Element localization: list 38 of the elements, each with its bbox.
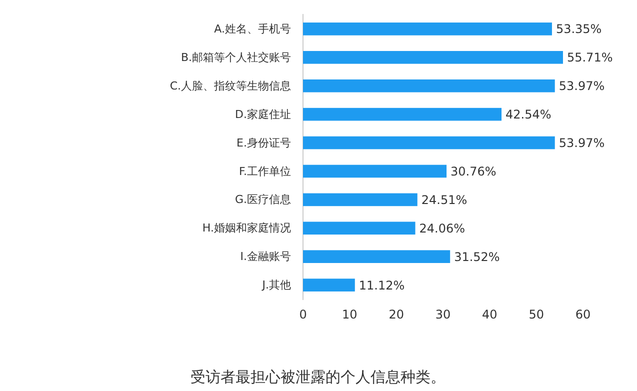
x-tick-label: 10 bbox=[342, 308, 358, 322]
bar bbox=[303, 164, 447, 178]
data-label: 53.35% bbox=[556, 22, 602, 36]
bar bbox=[303, 50, 563, 64]
y-tick-label: C.人脸、指纹等生物信息 bbox=[170, 79, 291, 92]
data-label: 53.97% bbox=[558, 136, 605, 150]
text: 受访者最担心被泄露的个人信息种类。 bbox=[190, 368, 446, 386]
data-label: 42.54% bbox=[506, 108, 552, 122]
data-label: 53.97% bbox=[558, 79, 605, 94]
y-tick-label: G.医疗信息 bbox=[234, 193, 291, 206]
data-label: 24.06% bbox=[419, 221, 466, 236]
y-tick-label: D.家庭住址 bbox=[235, 108, 291, 121]
data-label: 30.76% bbox=[450, 164, 496, 178]
y-tick-label: A.姓名、手机号 bbox=[214, 22, 291, 36]
bar bbox=[303, 250, 450, 264]
x-tick-label: 20 bbox=[388, 308, 404, 322]
x-tick-label: 60 bbox=[575, 308, 591, 322]
bar bbox=[303, 193, 418, 206]
bar bbox=[303, 22, 552, 36]
y-tick-label: J.其他 bbox=[261, 278, 291, 292]
bar bbox=[303, 278, 355, 292]
bar bbox=[303, 108, 502, 121]
x-tick-label: 30 bbox=[435, 308, 451, 322]
data-label: 55.71% bbox=[566, 50, 613, 65]
data-label: 31.52% bbox=[454, 250, 500, 264]
y-tick-label: E.身份证号 bbox=[236, 136, 291, 150]
y-tick-label: H.婚姻和家庭情况 bbox=[202, 222, 291, 235]
bar bbox=[303, 136, 555, 150]
bar bbox=[303, 79, 555, 92]
x-tick-label: 40 bbox=[482, 308, 498, 322]
y-tick-label: B.邮箱等个人社交账号 bbox=[180, 50, 291, 64]
x-tick-label: 50 bbox=[528, 308, 544, 322]
data-label: 11.12% bbox=[358, 278, 405, 292]
bar bbox=[303, 222, 416, 235]
y-tick-label: I.金融账号 bbox=[240, 250, 291, 264]
data-label: 24.51% bbox=[421, 192, 468, 207]
y-tick-label: F.工作单位 bbox=[238, 164, 291, 178]
x-tick-label: 0 bbox=[299, 308, 307, 322]
